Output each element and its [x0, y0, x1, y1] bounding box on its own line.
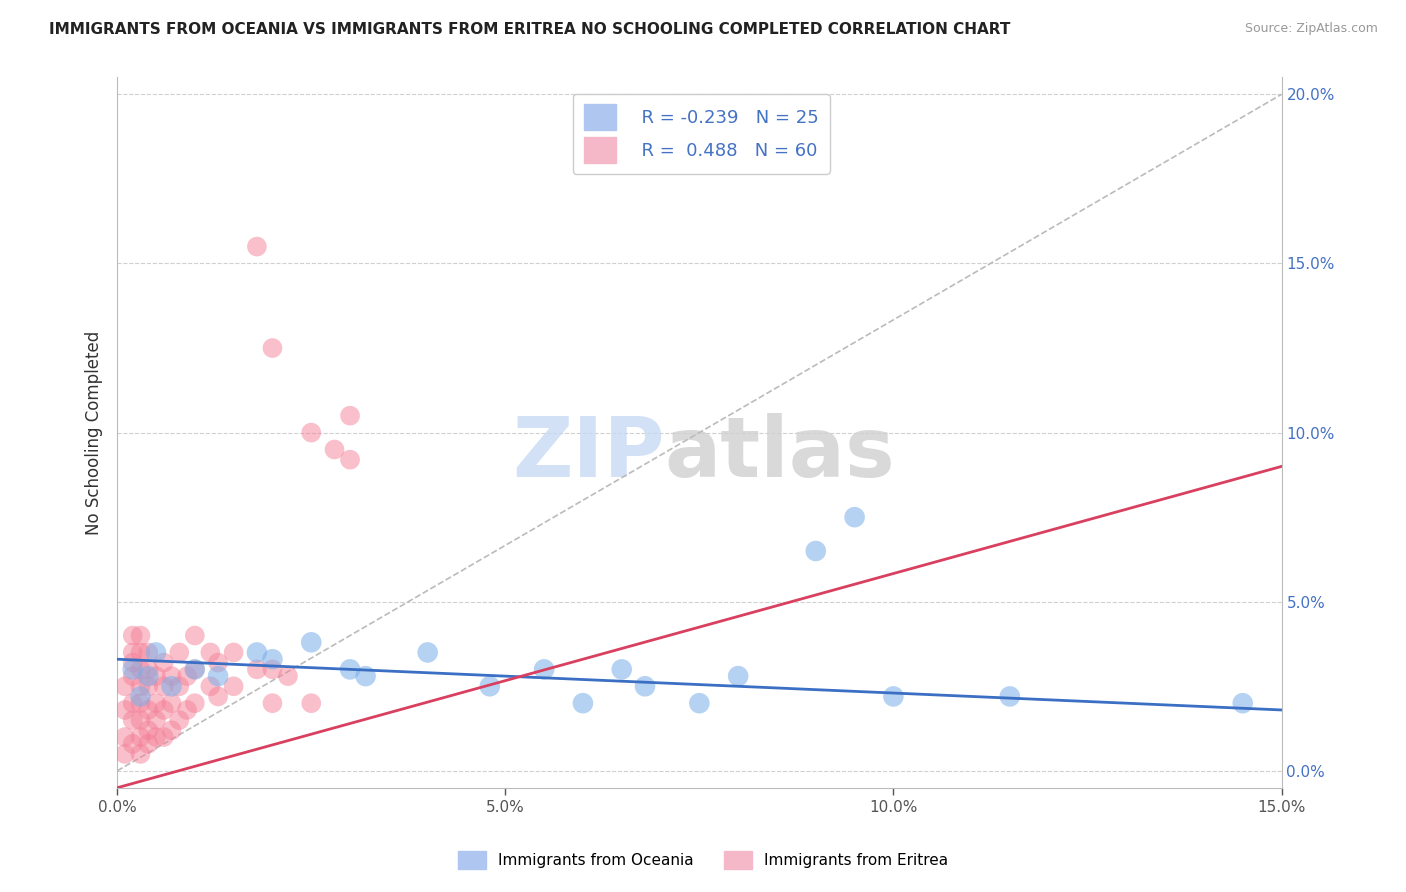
Point	[533, 662, 555, 676]
Point	[339, 452, 361, 467]
Point	[145, 645, 167, 659]
Point	[200, 645, 222, 659]
Point	[610, 662, 633, 676]
Point	[145, 713, 167, 727]
Point	[129, 730, 152, 744]
Point	[169, 713, 191, 727]
Legend:   R = -0.239   N = 25,   R =  0.488   N = 60: R = -0.239 N = 25, R = 0.488 N = 60	[572, 94, 830, 174]
Point	[136, 723, 159, 738]
Point	[160, 679, 183, 693]
Point	[121, 669, 143, 683]
Text: IMMIGRANTS FROM OCEANIA VS IMMIGRANTS FROM ERITREA NO SCHOOLING COMPLETED CORREL: IMMIGRANTS FROM OCEANIA VS IMMIGRANTS FR…	[49, 22, 1011, 37]
Point	[160, 669, 183, 683]
Point	[169, 679, 191, 693]
Point	[277, 669, 299, 683]
Point	[136, 662, 159, 676]
Point	[184, 662, 207, 676]
Point	[323, 442, 346, 457]
Point	[152, 679, 174, 693]
Point	[354, 669, 377, 683]
Point	[152, 703, 174, 717]
Text: atlas: atlas	[665, 413, 896, 494]
Legend: Immigrants from Oceania, Immigrants from Eritrea: Immigrants from Oceania, Immigrants from…	[451, 845, 955, 875]
Point	[416, 645, 439, 659]
Point	[299, 425, 322, 440]
Point	[207, 669, 229, 683]
Point	[844, 510, 866, 524]
Point	[121, 645, 143, 659]
Point	[136, 679, 159, 693]
Text: Source: ZipAtlas.com: Source: ZipAtlas.com	[1244, 22, 1378, 36]
Point	[121, 656, 143, 670]
Point	[339, 409, 361, 423]
Point	[152, 656, 174, 670]
Point	[222, 679, 245, 693]
Point	[129, 645, 152, 659]
Point	[176, 703, 198, 717]
Point	[299, 635, 322, 649]
Point	[804, 544, 827, 558]
Point	[129, 713, 152, 727]
Point	[136, 737, 159, 751]
Point	[478, 679, 501, 693]
Point	[129, 747, 152, 761]
Point	[634, 679, 657, 693]
Point	[169, 645, 191, 659]
Y-axis label: No Schooling Completed: No Schooling Completed	[86, 330, 103, 534]
Point	[184, 696, 207, 710]
Point	[145, 669, 167, 683]
Point	[246, 645, 269, 659]
Point	[136, 669, 159, 683]
Point	[222, 645, 245, 659]
Point	[246, 662, 269, 676]
Point	[262, 662, 284, 676]
Point	[184, 628, 207, 642]
Point	[246, 239, 269, 253]
Point	[121, 713, 143, 727]
Point	[727, 669, 749, 683]
Point	[136, 645, 159, 659]
Point	[121, 696, 143, 710]
Point	[262, 341, 284, 355]
Point	[572, 696, 595, 710]
Point	[688, 696, 710, 710]
Point	[207, 690, 229, 704]
Point	[299, 696, 322, 710]
Point	[114, 679, 136, 693]
Point	[114, 703, 136, 717]
Point	[207, 656, 229, 670]
Point	[114, 747, 136, 761]
Point	[121, 737, 143, 751]
Point	[129, 662, 152, 676]
Point	[129, 628, 152, 642]
Point	[160, 723, 183, 738]
Point	[998, 690, 1021, 704]
Point	[176, 669, 198, 683]
Text: ZIP: ZIP	[512, 413, 665, 494]
Point	[121, 628, 143, 642]
Point	[136, 703, 159, 717]
Point	[262, 652, 284, 666]
Point	[121, 662, 143, 676]
Point	[339, 662, 361, 676]
Point	[145, 696, 167, 710]
Point	[262, 696, 284, 710]
Point	[1232, 696, 1254, 710]
Point	[129, 679, 152, 693]
Point	[160, 696, 183, 710]
Point	[200, 679, 222, 693]
Point	[129, 696, 152, 710]
Point	[114, 730, 136, 744]
Point	[129, 690, 152, 704]
Point	[184, 662, 207, 676]
Point	[882, 690, 904, 704]
Point	[152, 730, 174, 744]
Point	[145, 730, 167, 744]
